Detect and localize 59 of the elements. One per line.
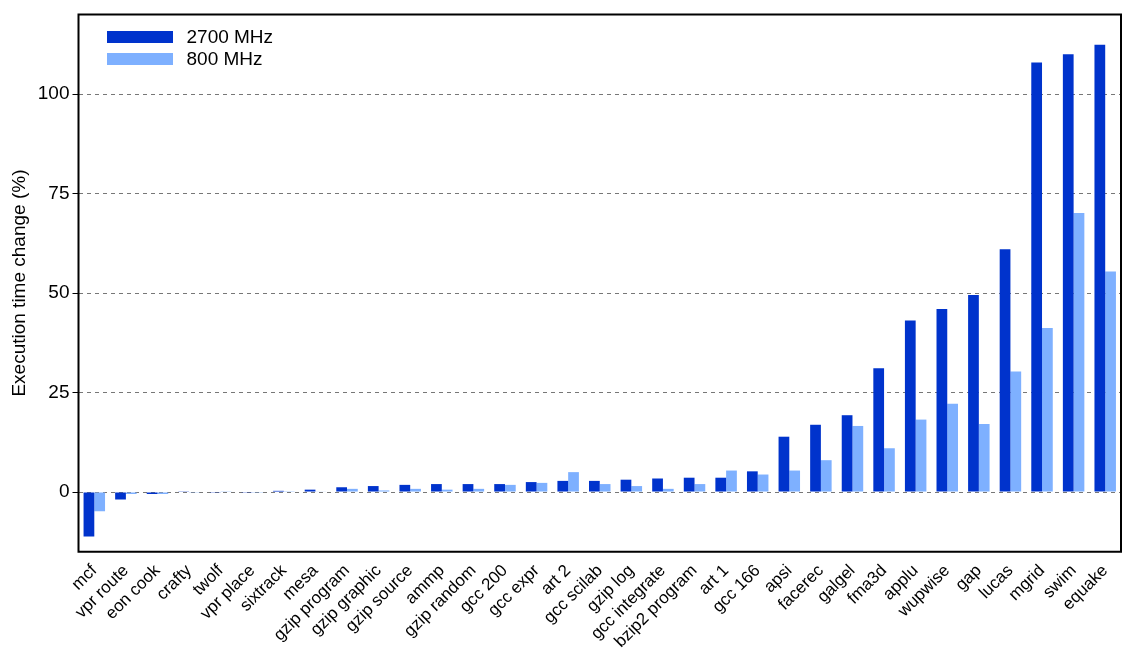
bar <box>410 488 421 492</box>
bar <box>473 488 485 492</box>
bar <box>778 436 790 492</box>
bar <box>1010 371 1022 492</box>
bar <box>652 478 663 492</box>
bar <box>978 423 990 492</box>
bar <box>936 308 948 492</box>
bar <box>568 472 579 492</box>
bar <box>462 484 474 492</box>
bar <box>1031 62 1043 492</box>
bar <box>504 484 516 492</box>
bar <box>852 425 864 492</box>
bar <box>536 482 548 492</box>
bar <box>557 480 569 492</box>
y-tick-label: 75 <box>48 181 70 203</box>
bar <box>694 484 706 492</box>
bar <box>904 320 916 492</box>
bar <box>367 486 379 492</box>
bar <box>620 479 632 492</box>
bar <box>589 480 600 492</box>
bar <box>810 424 821 492</box>
bar <box>841 415 853 492</box>
bar <box>757 474 769 492</box>
bar <box>999 249 1011 492</box>
legend-label: 2700 MHz <box>186 26 274 49</box>
bar <box>820 460 832 492</box>
y-tick-label: 50 <box>48 281 70 303</box>
bar <box>789 470 801 492</box>
y-axis-title: Execution time change (%) <box>7 169 29 397</box>
bar <box>726 470 737 492</box>
y-tick-label: 0 <box>58 480 70 502</box>
bar <box>683 477 695 492</box>
bar <box>599 484 611 492</box>
y-tick-label: 100 <box>37 82 70 104</box>
bar <box>83 492 95 537</box>
bar <box>873 368 885 492</box>
y-tick-label: 25 <box>48 380 70 402</box>
bar <box>347 488 358 492</box>
bar <box>715 477 727 492</box>
bar <box>631 486 643 492</box>
bar <box>399 484 411 492</box>
bar <box>915 419 927 492</box>
bar <box>1042 328 1053 492</box>
bar <box>1094 44 1106 492</box>
bar <box>884 448 895 492</box>
bar <box>1105 271 1116 492</box>
bar <box>968 295 979 492</box>
bar <box>115 492 126 500</box>
bar <box>947 403 958 492</box>
bar <box>336 487 348 492</box>
bar <box>525 482 537 492</box>
bar <box>746 471 758 492</box>
bar <box>494 484 505 492</box>
bar <box>94 492 106 512</box>
bar <box>662 488 674 492</box>
bar <box>431 484 442 492</box>
bar <box>1073 213 1085 492</box>
bar <box>1062 54 1074 492</box>
legend-label: 800 MHz <box>186 48 263 71</box>
